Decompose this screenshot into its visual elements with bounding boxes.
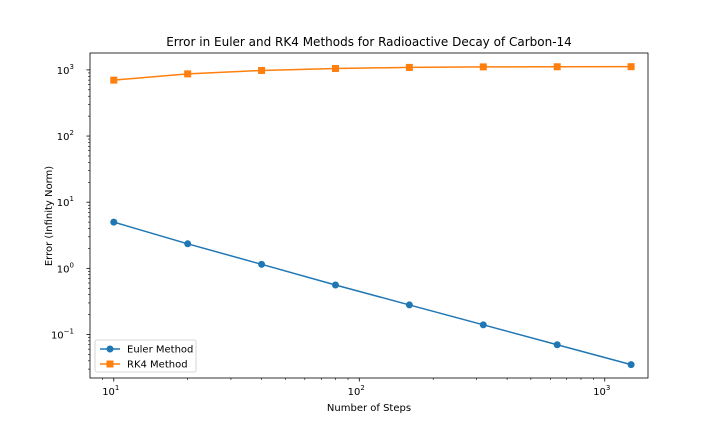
legend-marker: [106, 360, 114, 368]
data-point: [184, 70, 192, 78]
x-tick-label: 102: [348, 384, 365, 398]
data-point: [627, 361, 635, 369]
legend-label: Euler Method: [127, 345, 193, 356]
data-point: [110, 76, 118, 84]
data-point: [258, 66, 266, 74]
data-point: [405, 301, 413, 309]
chart-title: Error in Euler and RK4 Methods for Radio…: [166, 35, 572, 49]
series-line-1: [113, 221, 632, 366]
legend-label: RK4 Method: [127, 360, 188, 371]
data-point: [553, 341, 561, 349]
y-tick-label: 101: [57, 195, 74, 209]
legend-box: [94, 339, 197, 373]
data-point: [405, 63, 413, 71]
data-point: [258, 260, 266, 268]
x-tick-label: 103: [593, 384, 610, 398]
plot-area: 101 102 103 10−1 100 101 102 103: [51, 52, 649, 398]
data-point: [331, 281, 339, 289]
x-tick-label: 101: [102, 384, 119, 398]
data-point: [110, 218, 118, 226]
x-axis-label: Number of Steps: [327, 403, 411, 414]
series-line-2: [113, 65, 632, 81]
data-point: [331, 64, 339, 72]
legend: Euler Method RK4 Method: [94, 339, 197, 373]
y-tick-label: 100: [57, 261, 74, 275]
data-point: [627, 63, 635, 71]
data-point: [479, 63, 487, 71]
y-axis-label: Error (Infinity Norm): [44, 166, 55, 266]
data-point: [553, 63, 561, 71]
data-point: [479, 321, 487, 329]
legend-marker: [106, 345, 114, 353]
axes-frame: [89, 52, 649, 379]
y-tick-label: 10−1: [51, 327, 74, 341]
data-point: [184, 240, 192, 248]
y-tick-label: 103: [57, 63, 74, 77]
y-tick-label: 102: [57, 129, 74, 143]
